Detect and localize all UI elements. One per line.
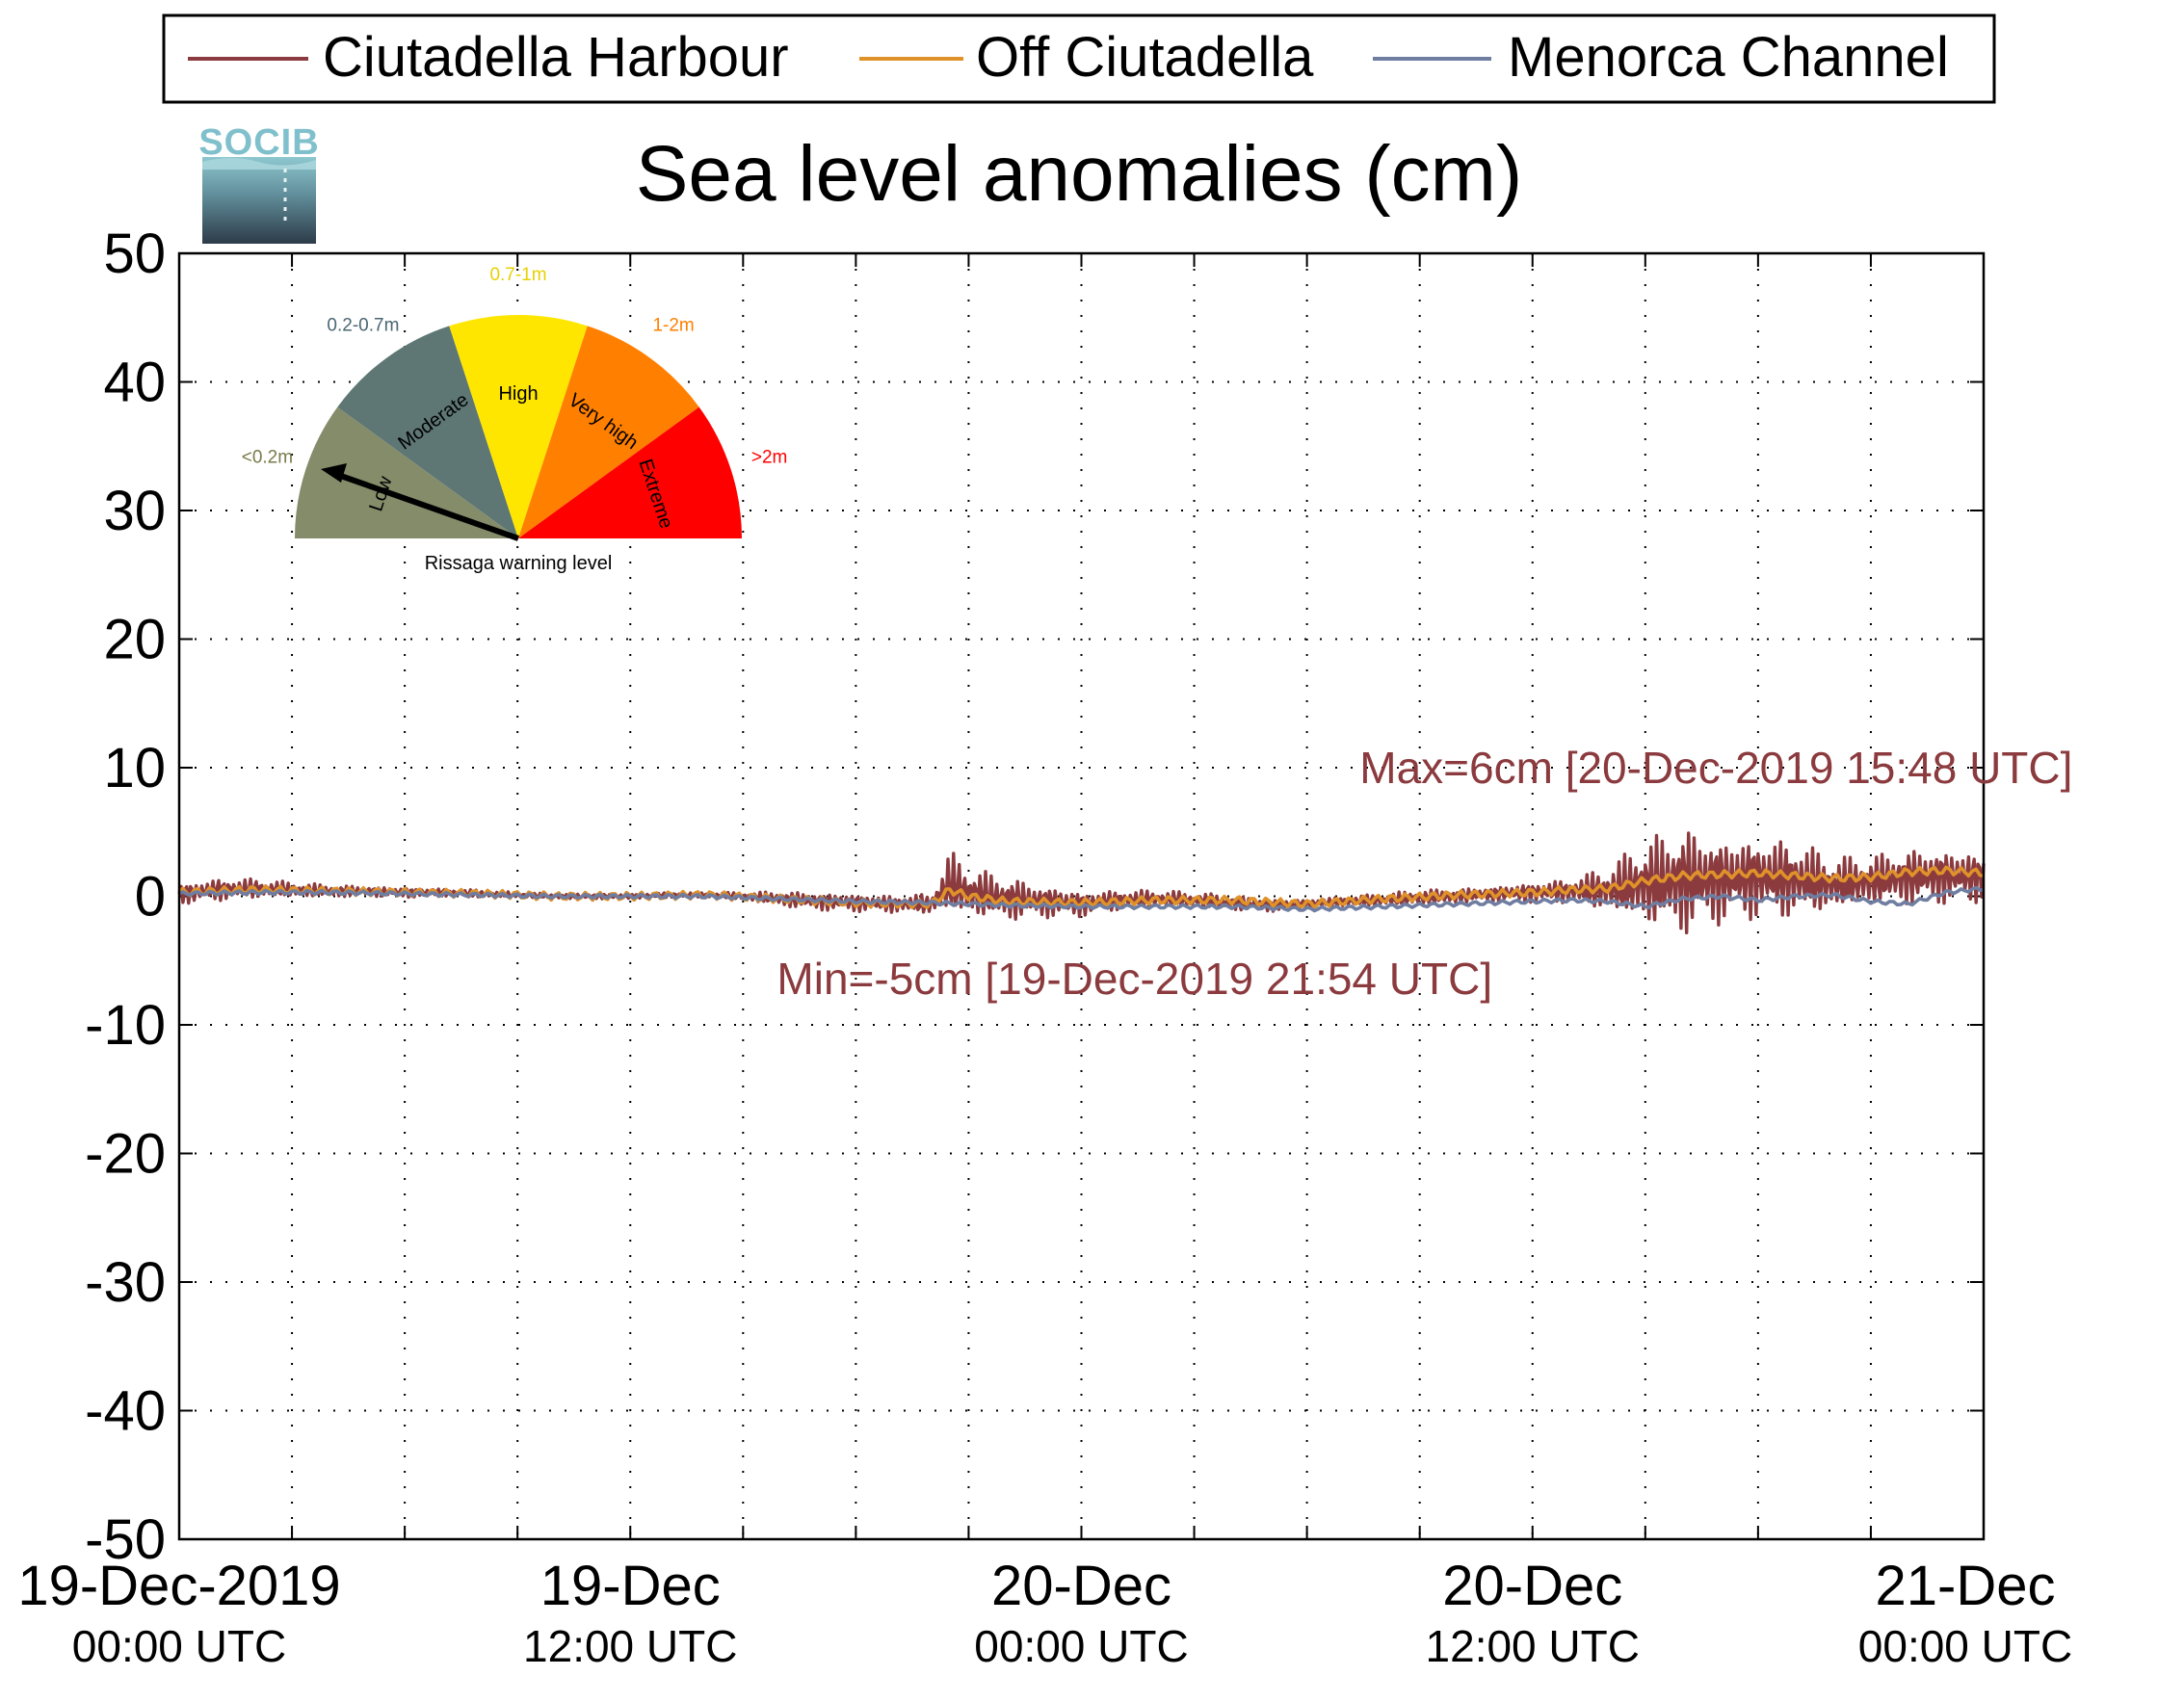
y-tick-label: 40 [103,352,166,414]
gauge-sector-high [449,315,588,538]
series-layer [177,831,1986,935]
logo-text: SOCIB [198,122,319,163]
gauge-sector-name: High [498,383,538,405]
y-tick-label: -50 [85,1508,166,1571]
minor-ticks [179,252,1984,1540]
y-tick-label: 0 [135,866,166,929]
y-tick-label: 50 [103,223,166,285]
gauge-sectors [295,315,742,538]
x-tick-label-time: 12:00 UTC [523,1621,737,1671]
x-tick-label-date: 19-Dec-2019 [17,1555,340,1617]
y-tick-label: -30 [85,1251,166,1314]
logo-wave [202,158,316,170]
x-tick-label-time: 00:00 UTC [974,1621,1188,1671]
gauge-sector-extreme [518,406,742,538]
gauge-sector-range: 0.7-1m [489,265,546,285]
y-tick-label: 10 [103,737,166,799]
series-line-ciutadella-harbour [177,831,1986,935]
logo-water-block [202,157,316,244]
annotation-min: Min=-5cm [19-Dec-2019 21:54 UTC] [776,954,1492,1004]
gauge-needle-shaft [334,471,519,541]
y-tick-label: -20 [85,1123,166,1186]
gauge-needle-arrowhead [321,463,347,483]
x-tick-label-date: 21-Dec [1876,1555,2056,1617]
legend-label-menorca-channel: Menorca Channel [1508,26,1949,89]
y-tick-label: 20 [103,609,166,671]
chart-title: Sea level anomalies (cm) [636,130,1523,218]
gauge-sector-range: 1-2m [652,315,694,335]
x-tick-label-time: 00:00 UTC [72,1621,286,1671]
gauge-title: Rissaga warning level [425,553,613,574]
y-axis: 50 40 30 20 10 0 -10 -20 -30 -40 -50 [85,223,166,1571]
x-tick-label-date: 20-Dec [991,1555,1171,1617]
y-tick-label: -40 [85,1380,166,1443]
legend-frame [162,13,1996,104]
gauge-needle [321,463,519,541]
y-tick-label: 30 [103,480,166,542]
legend-label-ciutadella-harbour: Ciutadella Harbour [323,26,789,89]
series-line-menorca-channel [178,885,1985,913]
gauge-sector-range: <0.2m [242,447,293,467]
legend: Ciutadella Harbour Off Ciutadella Menorc… [162,13,1996,104]
x-tick-label-time: 00:00 UTC [1858,1621,2072,1671]
annotations: Max=6cm [20-Dec-2019 15:48 UTC] Min=-5cm… [776,743,2072,1004]
x-tick-label-time: 12:00 UTC [1426,1621,1640,1671]
annotation-max: Max=6cm [20-Dec-2019 15:48 UTC] [1359,743,2072,793]
gauge-sector-moderate [337,326,518,538]
socib-logo: SOCIB [198,122,319,244]
gauge-sector-low [295,406,518,538]
y-tick-label: -10 [85,994,166,1057]
gauge-sector-range: 0.2-0.7m [327,315,399,335]
plot-border [177,251,1986,1541]
gauge-sector-range: >2m [751,447,788,467]
gauge-sector-very-high [518,326,699,538]
legend-label-off-ciutadella: Off Ciutadella [976,26,1314,89]
x-tick-label-date: 19-Dec [540,1555,721,1617]
x-tick-label-date: 20-Dec [1442,1555,1622,1617]
